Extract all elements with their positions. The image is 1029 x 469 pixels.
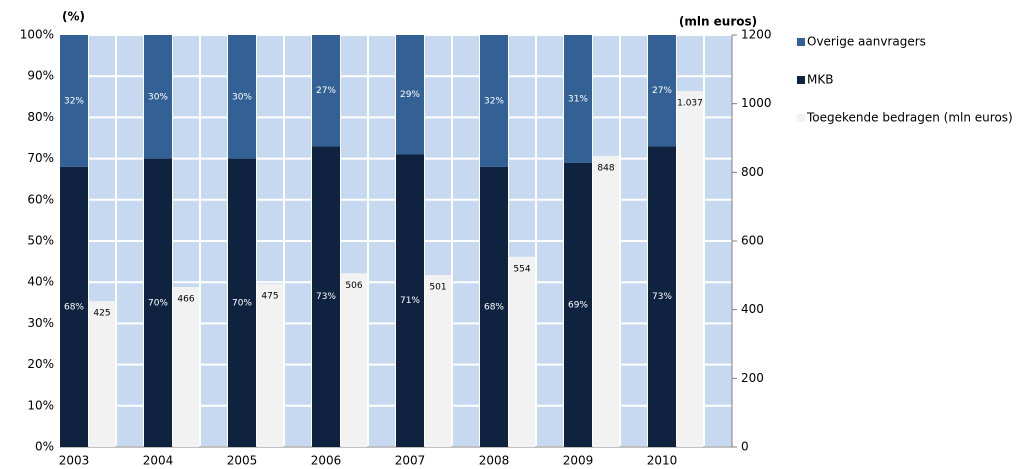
bar-segment [312, 35, 340, 147]
data-label: 27% [652, 86, 672, 96]
bar [341, 273, 367, 447]
legend-label: Overige aanvragers [807, 35, 926, 49]
data-label: 554 [513, 264, 530, 274]
data-label: 506 [345, 281, 362, 291]
bar [677, 90, 703, 448]
x-tick-label: 2007 [395, 454, 426, 468]
legend-swatch [797, 76, 805, 84]
data-label: 73% [652, 292, 672, 302]
bar [509, 256, 535, 447]
x-tick-label: 2009 [563, 454, 594, 468]
y2-axis-label: (mln euros) [679, 15, 757, 29]
x-tick-label: 2008 [479, 454, 510, 468]
x-tick-label: 2003 [59, 454, 90, 468]
bar-segment [144, 35, 172, 159]
y-tick-label: 0% [35, 440, 54, 454]
y-tick-label: 100% [20, 28, 54, 42]
y2-tick-label: 600 [741, 234, 764, 248]
y-tick-label: 40% [27, 275, 54, 289]
bar-segment [60, 35, 88, 167]
bar-segment [228, 35, 256, 159]
data-label: 27% [316, 86, 336, 96]
y2-tick-label: 1200 [741, 28, 772, 42]
data-label: 1.037 [677, 98, 703, 108]
data-label: 68% [484, 302, 504, 312]
bar-segment [648, 35, 676, 147]
bar [257, 283, 283, 447]
data-label: 70% [232, 298, 252, 308]
data-label: 30% [148, 92, 168, 102]
data-label: 425 [93, 309, 110, 319]
x-tick-label: 2006 [311, 454, 342, 468]
data-label: 73% [316, 292, 336, 302]
data-label: 29% [400, 90, 420, 100]
bar-segment [228, 158, 256, 447]
y-tick-label: 80% [27, 110, 54, 124]
bar-segment [564, 35, 592, 163]
legend-swatch [797, 114, 805, 122]
data-label: 848 [597, 163, 614, 173]
bar-segment [396, 154, 424, 448]
data-label: 70% [148, 298, 168, 308]
bar [89, 301, 115, 447]
y-tick-label: 70% [27, 151, 54, 165]
y-axis-label: (%) [62, 10, 85, 24]
y2-tick-label: 800 [741, 165, 764, 179]
data-label: 68% [64, 302, 84, 312]
data-label: 32% [64, 96, 84, 106]
y-tick-label: 50% [27, 234, 54, 248]
data-label: 466 [177, 295, 194, 305]
x-tick-label: 2004 [143, 454, 174, 468]
data-label: 71% [400, 296, 420, 306]
bar [425, 274, 451, 447]
bar-segment [60, 166, 88, 447]
bar-segment [564, 162, 592, 447]
bar-segment [480, 35, 508, 167]
y2-tick-label: 400 [741, 302, 764, 316]
y-tick-label: 60% [27, 192, 54, 206]
bar-segment [396, 35, 424, 155]
x-tick-label: 2005 [227, 454, 258, 468]
y-tick-label: 10% [27, 398, 54, 412]
y2-tick-label: 0 [741, 440, 749, 454]
data-label: 475 [261, 291, 278, 301]
legend-label: Toegekende bedragen (mln euros) [806, 111, 1013, 125]
bar-segment [648, 146, 676, 448]
y2-tick-label: 200 [741, 371, 764, 385]
legend-label: MKB [807, 73, 833, 87]
y-tick-label: 20% [27, 357, 54, 371]
bar-segment [312, 146, 340, 448]
legend-swatch [797, 38, 805, 46]
data-label: 69% [568, 300, 588, 310]
bar [593, 155, 619, 447]
data-label: 31% [568, 94, 588, 104]
bar [173, 287, 199, 447]
data-label: 30% [232, 92, 252, 102]
bar-segment [144, 158, 172, 447]
x-tick-label: 2010 [647, 454, 678, 468]
data-label: 32% [484, 96, 504, 106]
y-tick-label: 30% [27, 316, 54, 330]
y-tick-label: 90% [27, 69, 54, 83]
bar-segment [480, 166, 508, 447]
data-label: 501 [429, 282, 446, 292]
y2-tick-label: 1000 [741, 96, 772, 110]
